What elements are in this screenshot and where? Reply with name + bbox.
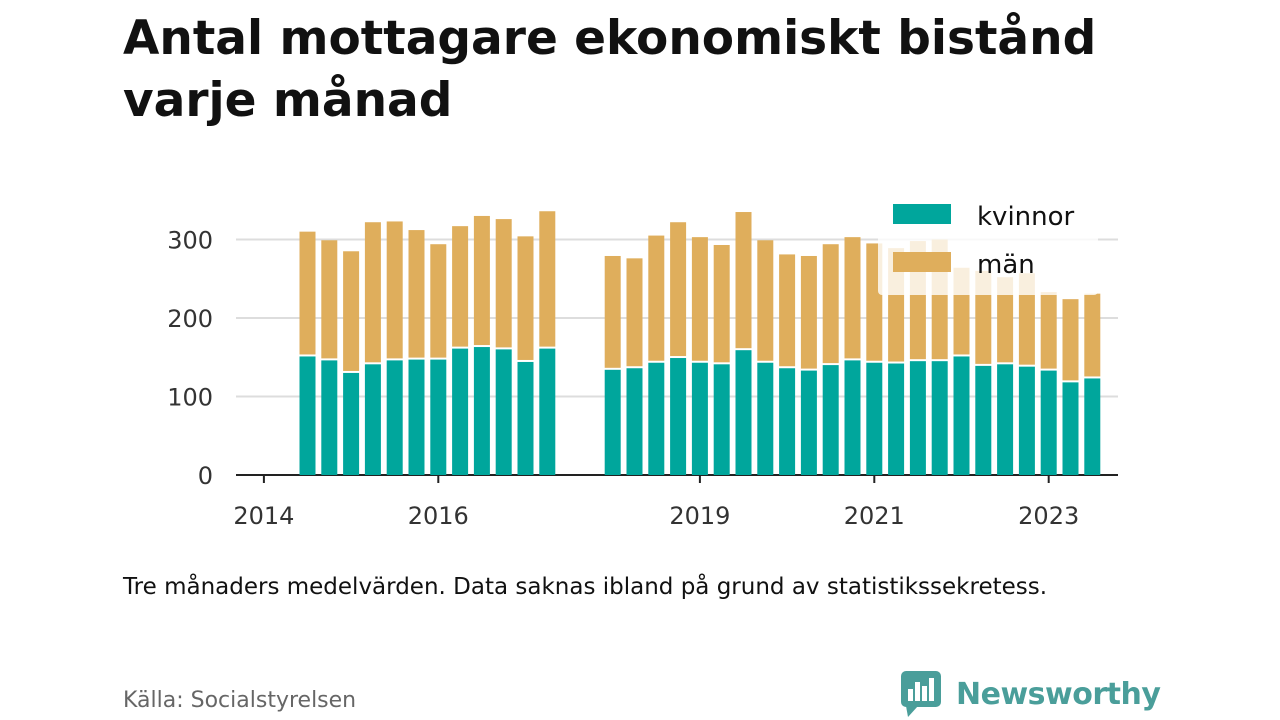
bar-kvinnor [779, 368, 796, 475]
bar-man [473, 215, 490, 346]
bar-man [604, 255, 621, 368]
x-tick-label: 2021 [844, 502, 905, 530]
bar-kvinnor [386, 360, 403, 475]
bar-man [452, 226, 469, 347]
bar-kvinnor [343, 372, 360, 475]
bar-kvinnor [626, 368, 643, 475]
y-tick-label: 300 [167, 227, 213, 255]
y-tick-label: 200 [167, 305, 213, 333]
bar-man [648, 235, 665, 361]
bars [299, 211, 1101, 475]
bar-chart-speech-bubble-icon [901, 671, 941, 717]
bar-man [1062, 299, 1079, 381]
bar-kvinnor [299, 356, 316, 475]
bar-kvinnor [495, 349, 512, 475]
chart-title: Antal mottagare ekonomiskt bistånd varje… [123, 11, 1097, 128]
bar-kvinnor [844, 360, 861, 475]
bar-man [800, 255, 817, 369]
bar-man [495, 219, 512, 348]
bar-kvinnor [648, 362, 665, 475]
bar-kvinnor [691, 362, 708, 475]
bar-kvinnor [517, 361, 534, 475]
bar-kvinnor [997, 364, 1014, 475]
x-axis-ticks: 2014 2016 2019 2021 2023 [233, 475, 1079, 530]
bar-kvinnor [822, 365, 839, 475]
bar-kvinnor [539, 348, 556, 475]
bar-man [757, 240, 774, 361]
bar-man [364, 222, 381, 363]
bar-kvinnor [364, 364, 381, 475]
y-tick-label: 100 [167, 384, 213, 412]
bar-kvinnor [670, 358, 687, 475]
x-tick-label: 2019 [669, 502, 730, 530]
bar-kvinnor [452, 348, 469, 475]
x-tick-label: 2016 [408, 502, 469, 530]
bar-kvinnor [888, 363, 905, 475]
bar-kvinnor [757, 362, 774, 475]
bar-kvinnor [735, 350, 752, 475]
bar-man [321, 240, 338, 359]
bar-kvinnor [866, 362, 883, 475]
stacked-bar-chart: 0 100 200 300 2014 2016 2019 2021 2023 kvinnor m… [167, 195, 1118, 530]
bar-man [779, 254, 796, 367]
legend-label: män [977, 250, 1035, 280]
bar-man [517, 236, 534, 360]
chart-note: Tre månaders medelvärden. Data saknas ib… [123, 574, 1048, 600]
brand-name: Newsworthy [956, 676, 1161, 712]
bar-kvinnor [1062, 382, 1079, 475]
bar-kvinnor [975, 365, 992, 475]
x-tick-label: 2014 [233, 502, 294, 530]
x-tick-label: 2023 [1018, 502, 1079, 530]
y-axis-ticks: 0 100 200 300 [167, 227, 213, 491]
bar-kvinnor [473, 347, 490, 475]
bar-kvinnor [604, 369, 621, 475]
legend: kvinnor män [878, 195, 1098, 295]
bar-man [430, 244, 447, 358]
bar-man [691, 237, 708, 361]
bar-kvinnor [321, 360, 338, 475]
bar-kvinnor [430, 359, 447, 475]
bar-man [822, 244, 839, 364]
bar-kvinnor [909, 361, 926, 475]
bar-man [343, 251, 360, 371]
bar-man [386, 221, 403, 359]
legend-swatch [893, 252, 951, 272]
legend-swatch [893, 204, 951, 224]
bar-man [997, 277, 1014, 363]
bar-man [626, 258, 643, 367]
bar-man [735, 212, 752, 349]
bar-man [299, 231, 316, 355]
bar-man [844, 237, 861, 359]
bar-man [670, 222, 687, 357]
bar-kvinnor [953, 356, 970, 475]
bar-kvinnor [713, 364, 730, 475]
bar-man [408, 230, 425, 358]
bar-man [1018, 273, 1035, 365]
bar-man [713, 244, 730, 363]
bar-kvinnor [408, 359, 425, 475]
brand-logo[interactable]: Newsworthy [900, 670, 1161, 718]
legend-label: kvinnor [977, 202, 1075, 232]
bar-kvinnor [1040, 370, 1057, 475]
bar-man [1040, 292, 1057, 369]
bar-kvinnor [931, 361, 948, 475]
bar-man [1084, 293, 1101, 377]
source-label: Källa: Socialstyrelsen [123, 688, 357, 713]
y-tick-label: 0 [198, 462, 213, 490]
bar-man [539, 211, 556, 347]
bar-kvinnor [800, 370, 817, 475]
bar-kvinnor [1084, 378, 1101, 475]
bar-kvinnor [1018, 366, 1035, 475]
